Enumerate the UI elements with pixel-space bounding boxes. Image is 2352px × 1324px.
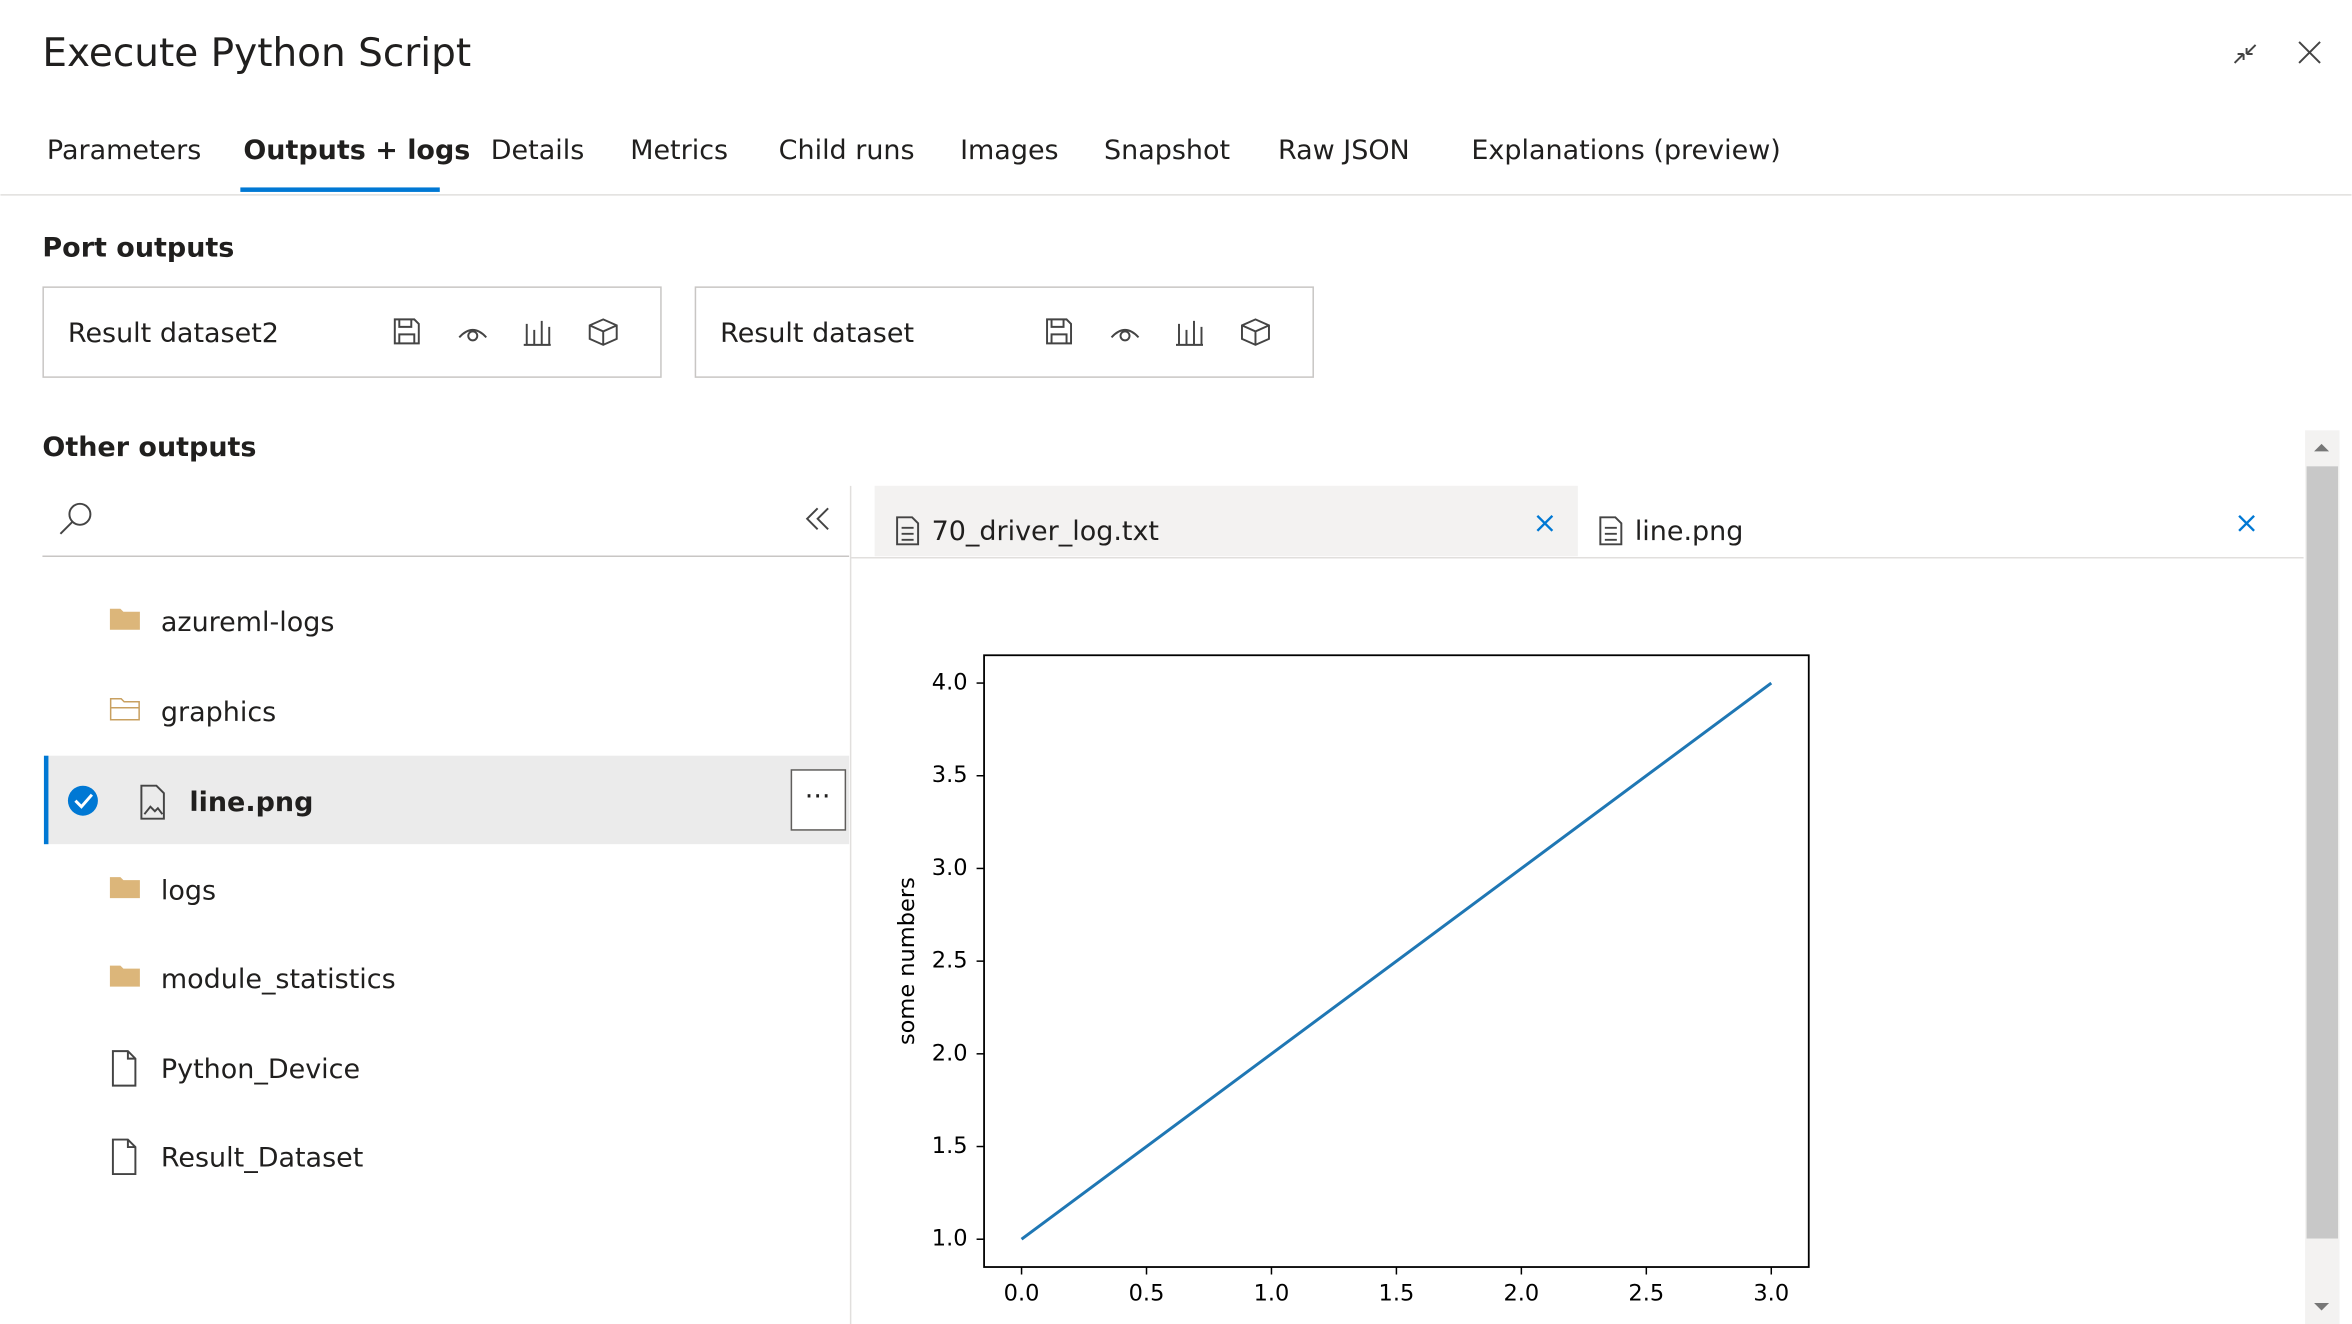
chart: 1.0 1.5 2.0 2.5 3.0 3.5 4.0 0.0 0.5 1.0 1.5 2.0 2.5 3… xyxy=(894,654,1810,1307)
tab[interactable]: Details xyxy=(491,135,584,166)
search-icon[interactable] xyxy=(59,502,92,535)
port-name: Result dataset2 xyxy=(68,318,279,349)
panel-title: Execute Python Script xyxy=(42,31,471,76)
y-tick-label: 1.0 xyxy=(932,1226,968,1252)
tab[interactable]: Metrics xyxy=(630,135,728,166)
check-icon xyxy=(67,785,98,816)
line xyxy=(1020,681,1773,1241)
tab[interactable]: Outputs + logs xyxy=(243,135,470,166)
port-name: Result dataset xyxy=(720,318,914,349)
more-dots: ··· xyxy=(805,781,831,812)
file-tab-icon xyxy=(896,516,920,546)
save-icon[interactable] xyxy=(393,318,420,345)
close-icon[interactable] xyxy=(2298,41,2321,64)
file-tab-name[interactable]: line.png xyxy=(1635,516,1744,547)
register-icon[interactable] xyxy=(1241,318,1270,346)
y-tick-label: 2.5 xyxy=(932,948,968,974)
section-title: Other outputs xyxy=(42,432,256,463)
file-tab-close[interactable] xyxy=(1536,514,1554,532)
x-tick-label: 1.0 xyxy=(1254,1281,1290,1307)
file-name[interactable]: Result_Dataset xyxy=(161,1143,363,1174)
file-tab-close[interactable] xyxy=(2238,514,2255,532)
x-tick-label: 2.0 xyxy=(1503,1281,1539,1307)
y-tick-label: 4.0 xyxy=(932,670,968,696)
folder-icon xyxy=(109,608,140,630)
selected-row[interactable] xyxy=(43,755,850,845)
y-tick-label: 2.0 xyxy=(932,1040,968,1066)
more-button[interactable] xyxy=(790,769,847,831)
folder-icon xyxy=(109,965,140,987)
file-name[interactable]: azureml-logs xyxy=(161,607,335,638)
x-tick-label: 0.0 xyxy=(1004,1281,1040,1307)
preview-icon[interactable] xyxy=(458,328,487,342)
file-icon xyxy=(111,1050,137,1087)
selected-indicator xyxy=(43,755,49,845)
collapse-icon[interactable] xyxy=(805,507,829,530)
image-icon xyxy=(140,784,165,820)
x-tick-label: 2.5 xyxy=(1628,1281,1664,1307)
stats-icon[interactable] xyxy=(1175,320,1203,346)
tab[interactable]: Snapshot xyxy=(1104,135,1230,166)
y-axis-label: some numbers xyxy=(894,877,920,1045)
file-tab-icon xyxy=(1599,516,1623,546)
tab[interactable]: Parameters xyxy=(47,135,201,166)
check-mark xyxy=(74,793,94,809)
minimize-icon[interactable] xyxy=(2233,44,2257,64)
file-name[interactable]: logs xyxy=(161,876,216,907)
x-tick-label: 1.5 xyxy=(1379,1281,1415,1307)
tab[interactable]: Explanations (preview) xyxy=(1471,135,1780,166)
port-card xyxy=(42,286,662,378)
active-tab-indicator xyxy=(240,187,440,192)
x-tick-label: 0.5 xyxy=(1129,1281,1165,1307)
folder-icon xyxy=(109,877,140,899)
y-tick-label: 1.5 xyxy=(932,1133,968,1159)
x-tick-label: 3.0 xyxy=(1753,1281,1789,1307)
file-name[interactable]: Python_Device xyxy=(161,1054,360,1085)
y-tick-label: 3.5 xyxy=(932,762,968,788)
tab[interactable]: Raw JSON xyxy=(1278,135,1410,166)
tab[interactable]: Child runs xyxy=(779,135,915,166)
section-title: Port outputs xyxy=(42,232,234,263)
port-card xyxy=(694,286,1314,378)
preview-icon[interactable] xyxy=(1110,328,1140,342)
tab[interactable]: Images xyxy=(960,135,1059,166)
file-icon xyxy=(111,1138,137,1176)
file-name[interactable]: module_statistics xyxy=(161,964,396,995)
register-icon[interactable] xyxy=(588,318,618,346)
file-tab-active[interactable] xyxy=(874,485,1578,557)
save-icon[interactable] xyxy=(1046,318,1073,345)
folder-icon xyxy=(109,697,140,721)
y-tick-label: 3.0 xyxy=(932,855,968,881)
file-name[interactable]: graphics xyxy=(161,697,276,728)
stats-icon[interactable] xyxy=(523,320,551,346)
scrollbar-thumb[interactable] xyxy=(2306,466,2339,1239)
file-name[interactable]: line.png xyxy=(189,787,313,818)
file-tab-name[interactable]: 70_driver_log.txt xyxy=(932,516,1159,547)
